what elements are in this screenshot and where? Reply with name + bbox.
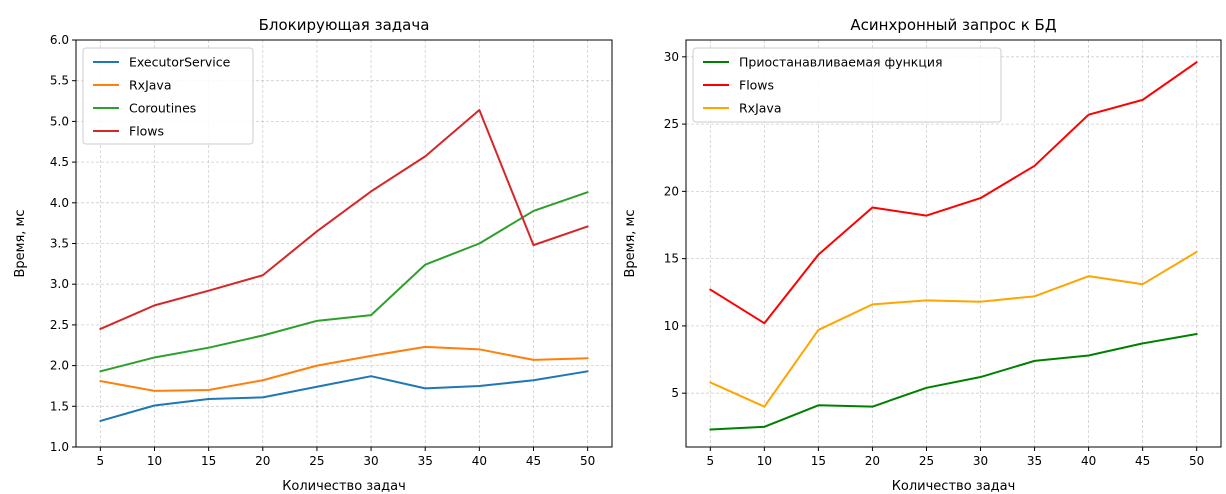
x-tick-label: 30 xyxy=(973,454,988,468)
y-tick-label: 4.5 xyxy=(50,155,69,169)
y-tick-label: 25 xyxy=(664,117,679,131)
chart-2: 5 10 15 20 25 30 35 40 45 50 5 10 15 20 25 30 Асинхронны… xyxy=(623,16,1222,494)
y-tick-label: 6.0 xyxy=(50,33,69,47)
x-tick-label: 5 xyxy=(97,454,105,468)
legend-box xyxy=(692,47,1002,123)
x-tick-label: 40 xyxy=(472,454,487,468)
legend-box xyxy=(82,47,254,145)
series-line-3 xyxy=(709,250,1198,408)
y-tick-label: 10 xyxy=(664,319,679,333)
chart-title: Асинхронный запрос к БД xyxy=(850,16,1056,34)
x-axis-label: Количество задач xyxy=(282,479,406,494)
legend: ExecutorService RxJava Coroutines Flows xyxy=(82,47,254,145)
series-line-2 xyxy=(709,61,1198,325)
series-line-1 xyxy=(99,370,589,422)
x-tick-label: 50 xyxy=(1189,454,1204,468)
chart-1: 5 10 15 20 25 30 35 40 45 50 1.0 1.5 2.0 2.5 3.0 3.5 4.0… xyxy=(13,16,613,494)
x-tick-label: 45 xyxy=(1135,454,1150,468)
legend-label: RxJava xyxy=(739,101,782,116)
y-tick-label: 2.0 xyxy=(50,359,69,373)
y-tick-label: 5.0 xyxy=(50,114,69,128)
y-tick-label: 20 xyxy=(664,184,679,198)
x-tick-label: 5 xyxy=(706,454,714,468)
legend-label: ExecutorService xyxy=(129,55,231,70)
y-tick-label: 30 xyxy=(664,50,679,64)
series-line-2 xyxy=(99,345,589,392)
x-tick-label: 35 xyxy=(1027,454,1042,468)
x-tick-label: 30 xyxy=(363,454,378,468)
y-tick-label: 3.0 xyxy=(50,277,69,291)
legend: Приостанавливаемая функция Flows RxJava xyxy=(692,47,1002,123)
x-tick-label: 25 xyxy=(919,454,934,468)
series-line-4 xyxy=(99,109,589,330)
y-tick-label: 5 xyxy=(671,386,679,400)
y-tick-label: 3.5 xyxy=(50,237,69,251)
x-tick-label: 20 xyxy=(255,454,270,468)
y-tick-label: 5.5 xyxy=(50,74,69,88)
x-tick-label: 40 xyxy=(1081,454,1096,468)
legend-label: Приостанавливаемая функция xyxy=(739,55,943,70)
y-tick-label: 4.0 xyxy=(50,196,69,210)
x-tick-label: 50 xyxy=(580,454,595,468)
legend-label: Flows xyxy=(739,78,774,93)
y-tick-label: 2.5 xyxy=(50,318,69,332)
x-tick-label: 25 xyxy=(309,454,324,468)
y-tick-label: 1.0 xyxy=(50,440,69,454)
x-tick-label: 10 xyxy=(757,454,772,468)
x-tick-label: 15 xyxy=(201,454,216,468)
series-line-3 xyxy=(99,191,589,373)
legend-label: Coroutines xyxy=(129,101,196,116)
legend-label: RxJava xyxy=(129,78,172,93)
y-tick-label: 1.5 xyxy=(50,399,69,413)
y-axis-label: Время, мс xyxy=(13,209,28,277)
x-tick-label: 10 xyxy=(147,454,162,468)
plot-frame xyxy=(685,39,1222,448)
chart-title: Блокирующая задача xyxy=(259,16,430,34)
x-axis-label: Количество задач xyxy=(892,479,1016,494)
x-tick-label: 15 xyxy=(811,454,826,468)
y-tick-label: 15 xyxy=(664,252,679,266)
legend-label: Flows xyxy=(129,124,164,139)
x-tick-label: 35 xyxy=(418,454,433,468)
series-line-1 xyxy=(709,332,1198,431)
x-tick-label: 45 xyxy=(526,454,541,468)
x-tick-label: 20 xyxy=(865,454,880,468)
y-axis-label: Время, мс xyxy=(623,209,638,277)
